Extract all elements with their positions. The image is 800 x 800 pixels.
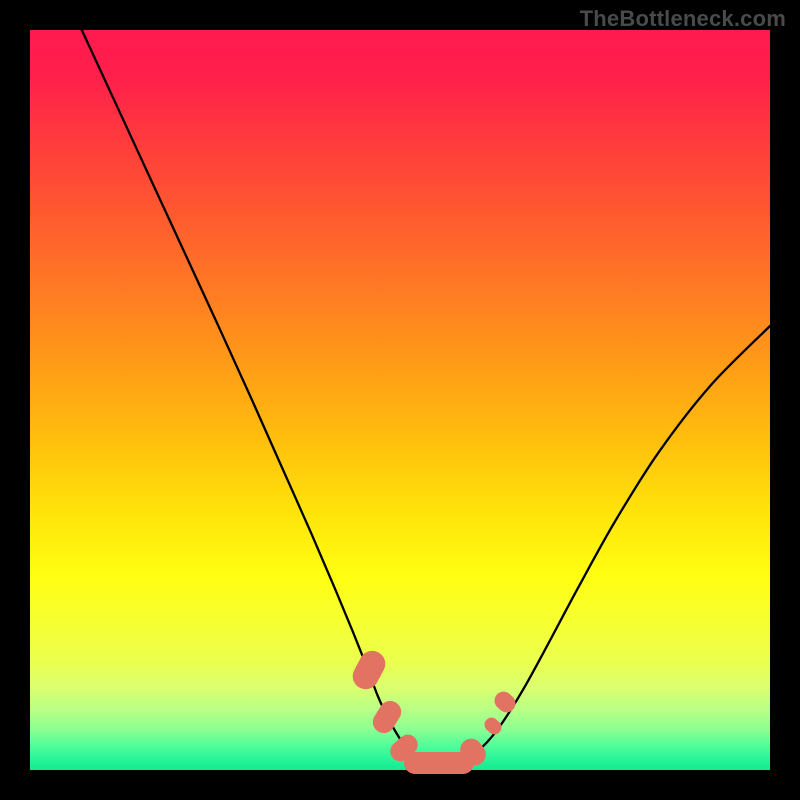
curve-marker — [491, 688, 519, 716]
plot-area — [30, 30, 770, 770]
curve-marker — [348, 646, 390, 694]
curve-marker — [481, 714, 504, 736]
markers-layer — [30, 30, 770, 770]
stage: TheBottleneck.com — [0, 0, 800, 800]
watermark-label: TheBottleneck.com — [580, 6, 786, 32]
curve-marker — [368, 696, 405, 736]
